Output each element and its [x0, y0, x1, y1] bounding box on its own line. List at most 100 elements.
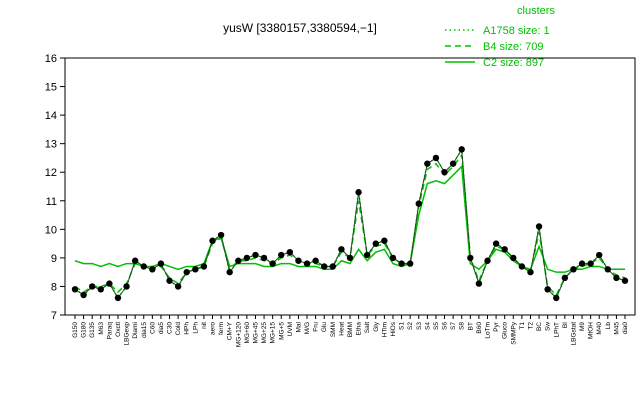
x-tick-label: SMMPy — [510, 321, 517, 345]
y-tick-label: 7 — [51, 310, 57, 322]
point — [570, 266, 577, 273]
legend-label: C2 size: 897 — [483, 57, 544, 69]
y-tick-label: 13 — [45, 139, 57, 151]
point — [441, 169, 448, 176]
point — [363, 251, 371, 259]
x-tick-label: T2 — [527, 322, 534, 330]
point — [501, 246, 508, 253]
x-tick-label: M/G — [304, 322, 311, 334]
x-tick-label: LBGstat — [570, 322, 577, 346]
point — [183, 268, 190, 276]
point — [192, 266, 199, 273]
x-tick-label: C30 — [167, 322, 174, 334]
x-tick-label: MG+120 — [235, 322, 242, 347]
point — [140, 263, 147, 270]
point — [578, 260, 586, 267]
x-tick-label: HPh — [184, 322, 191, 335]
x-tick-label: MG+15 — [270, 322, 277, 344]
point — [372, 240, 379, 247]
x-tick-label: M40 — [596, 322, 603, 335]
cluster-line — [74, 146, 626, 300]
point — [553, 294, 560, 302]
point — [561, 274, 569, 282]
x-tick-label: S1 — [399, 322, 406, 330]
x-tick-label: S8 — [459, 322, 466, 330]
x-tick-label: M45 — [613, 322, 620, 335]
x-tick-label: LoTm — [485, 322, 492, 339]
x-tick-label: dia0 — [622, 322, 629, 335]
x-tick-label: aero — [210, 322, 217, 335]
x-tick-label: HTim — [381, 322, 388, 337]
point — [338, 246, 345, 253]
point — [286, 248, 294, 256]
x-tick-label: Etha — [356, 322, 363, 336]
point — [157, 260, 165, 267]
point — [613, 274, 620, 282]
x-tick-label: MG+45 — [252, 322, 259, 344]
x-tick-label: G150 — [72, 322, 79, 338]
x-tick-label: LPh — [192, 322, 199, 334]
point — [518, 263, 526, 270]
point — [88, 283, 96, 290]
x-tick-label: dia15 — [141, 322, 148, 338]
y-tick-label: 15 — [45, 82, 57, 94]
point — [329, 263, 337, 270]
point — [226, 268, 233, 276]
point — [312, 257, 319, 264]
point — [398, 260, 405, 267]
x-tick-label: MG+25 — [261, 322, 268, 344]
point — [106, 280, 113, 287]
x-tick-label: Diami — [132, 322, 139, 339]
x-tick-label: dia5 — [158, 322, 165, 335]
y-tick-label: 10 — [45, 224, 57, 236]
point — [415, 200, 422, 207]
point — [200, 263, 208, 270]
point — [243, 254, 251, 262]
x-tick-label: MG+5 — [278, 322, 285, 340]
point — [260, 254, 268, 262]
x-tick-label: MG+60 — [244, 322, 251, 344]
x-tick-label: Glu — [321, 322, 328, 333]
point — [80, 291, 87, 299]
point — [449, 160, 457, 167]
point — [604, 266, 612, 273]
y-tick-label: 16 — [45, 53, 57, 65]
point — [174, 283, 182, 290]
point — [621, 277, 629, 284]
point — [596, 251, 603, 259]
point — [123, 283, 130, 290]
x-tick-label: S7 — [450, 322, 457, 330]
x-tick-label: Cold — [175, 322, 182, 336]
point — [527, 268, 534, 276]
point — [321, 263, 328, 270]
point — [131, 257, 139, 264]
point — [484, 257, 491, 264]
x-tick-label: Salt — [364, 322, 371, 333]
x-tick-label: BI — [562, 322, 569, 328]
x-tick-label: LBGexp — [124, 322, 131, 346]
legend-label: B4 size: 709 — [483, 41, 544, 53]
point — [166, 277, 173, 284]
point — [355, 189, 362, 196]
y-tick-label: 14 — [45, 110, 57, 122]
point — [406, 260, 414, 267]
legend-label: A1758 size: 1 — [483, 25, 550, 37]
y-tick-label: 12 — [45, 167, 57, 179]
point — [97, 286, 104, 293]
point — [71, 286, 79, 293]
x-tick-label: MtOH — [588, 322, 595, 339]
x-tick-label: Fru — [313, 322, 320, 332]
x-tick-label: Gluco — [502, 322, 509, 339]
x-tick-label: CM+Y — [227, 321, 234, 340]
x-tick-label: Mal — [295, 321, 302, 332]
x-tick-label: B60 — [476, 322, 483, 334]
x-tick-label: ferm — [218, 322, 225, 335]
point — [295, 257, 302, 264]
y-tick-label: 11 — [46, 196, 57, 208]
cluster-line — [74, 164, 625, 273]
point — [458, 146, 465, 153]
chart-title: yusW [3380157,3380594,−1] — [223, 21, 377, 35]
x-tick-label: BC — [536, 322, 543, 331]
x-tick-label: BT — [467, 322, 474, 330]
